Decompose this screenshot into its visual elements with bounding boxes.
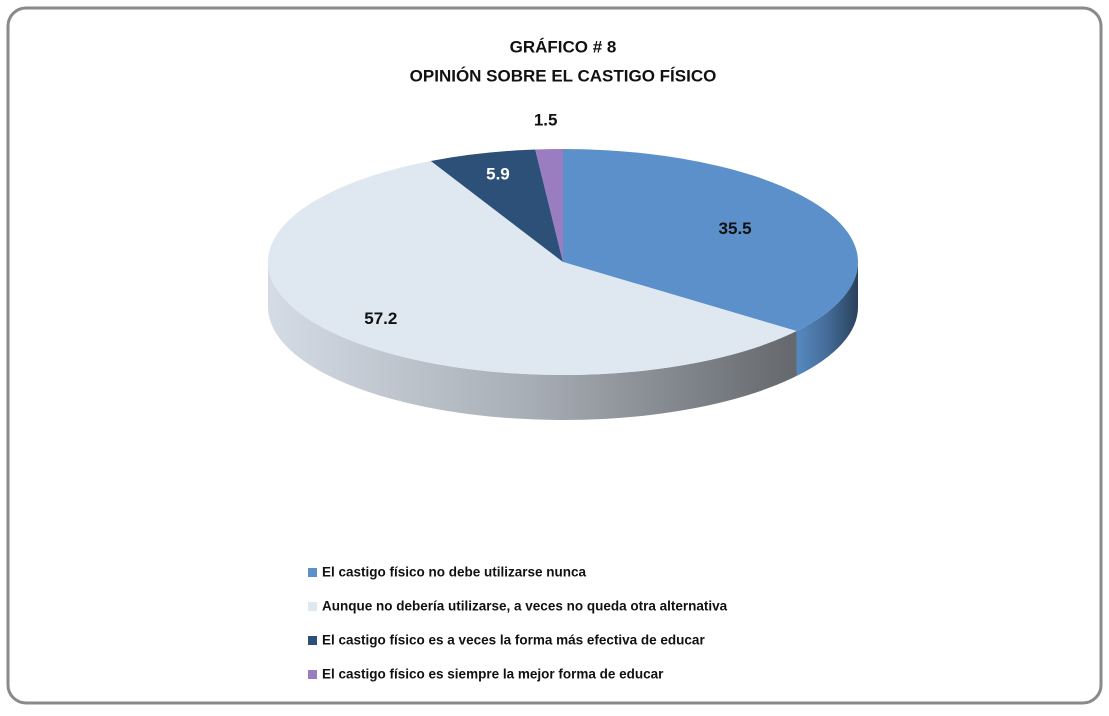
slice	[563, 149, 858, 332]
legend-swatch	[308, 636, 317, 645]
legend-label: El castigo físico es a veces la forma má…	[322, 633, 705, 648]
legend: El castigo físico no debe utilizarse nun…	[308, 565, 728, 682]
chart-title: GRÁFICO # 8	[510, 37, 617, 56]
legend-label: El castigo físico es siempre la mejor fo…	[322, 667, 664, 682]
data-label: 57.2	[364, 309, 397, 328]
legend-label: Aunque no debería utilizarse, a veces no…	[322, 599, 728, 614]
slice-side-shade	[268, 262, 797, 421]
slice	[430, 149, 563, 262]
legend-swatch	[308, 568, 317, 577]
legend-swatch	[308, 670, 317, 679]
slice-side-shade	[796, 262, 858, 377]
legend-label: El castigo físico no debe utilizarse nun…	[322, 565, 587, 580]
legend-swatch	[308, 602, 317, 611]
slice	[535, 149, 563, 262]
pie: 35.5 57.2 5.9 1.5	[267, 110, 858, 421]
chart-subtitle: OPINIÓN SOBRE EL CASTIGO FÍSICO	[410, 66, 717, 85]
data-label: 35.5	[719, 219, 752, 238]
data-label: 5.9	[486, 165, 510, 184]
data-label: 1.5	[534, 110, 558, 129]
slice	[267, 160, 797, 375]
